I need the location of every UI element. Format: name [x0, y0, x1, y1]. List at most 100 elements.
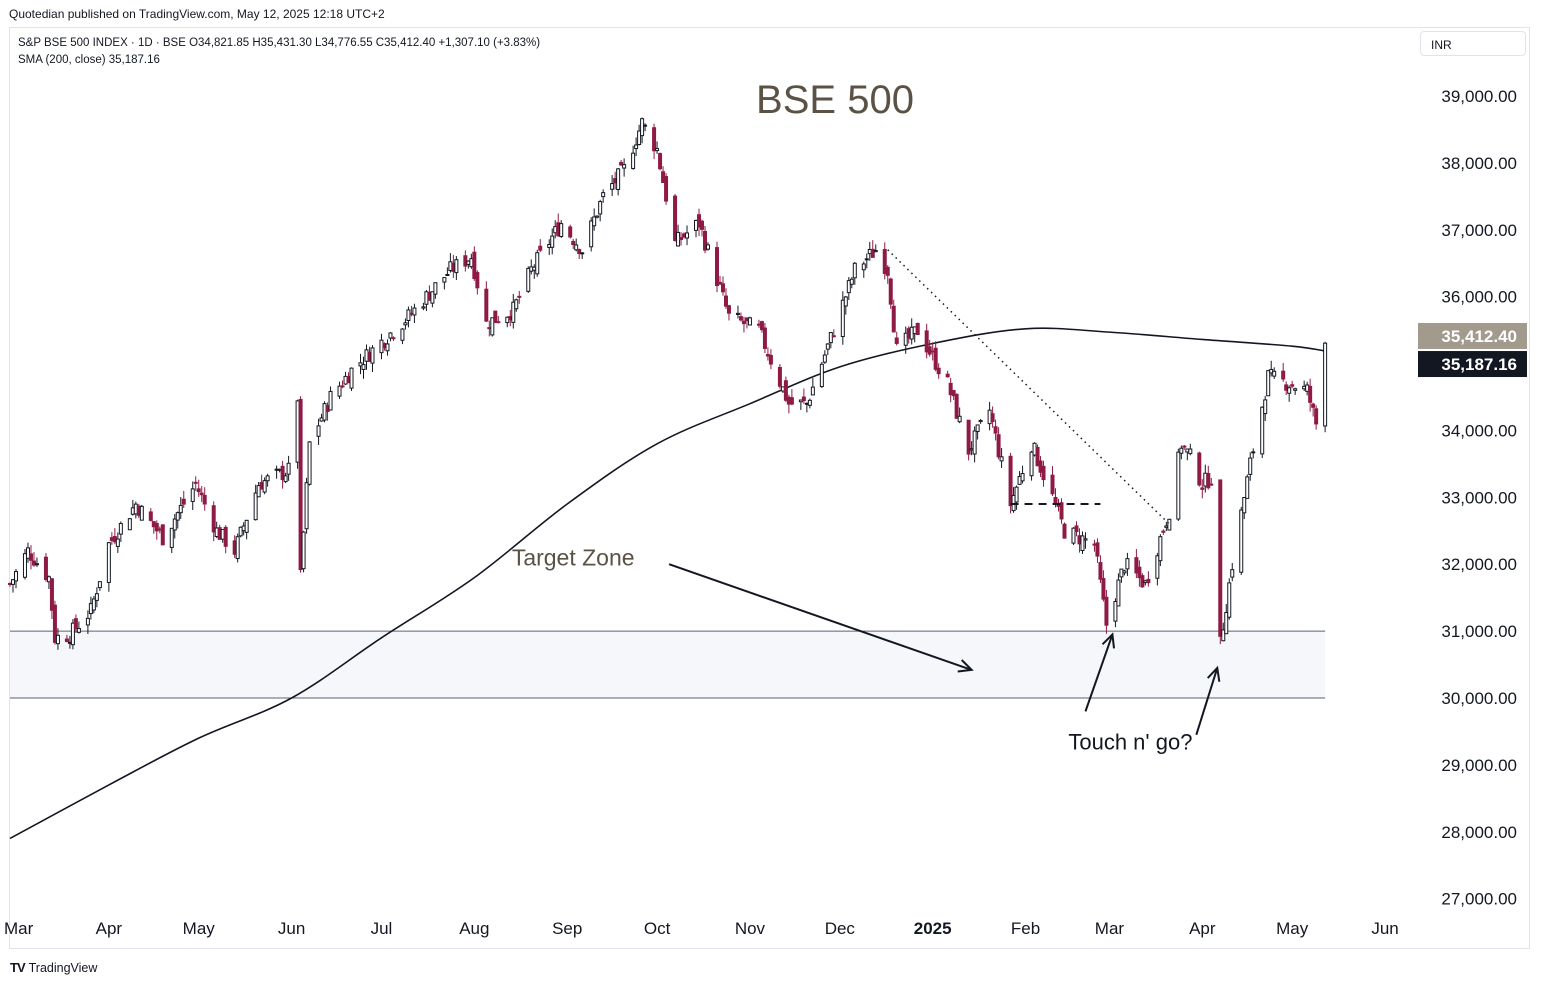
candle: [265, 473, 270, 487]
x-tick-label: Nov: [735, 919, 766, 938]
candle: [1074, 521, 1079, 537]
candle: [598, 199, 603, 222]
candle-body: [882, 249, 887, 275]
candle-body: [238, 526, 243, 537]
candle: [454, 256, 459, 281]
touch-arrow-2-head: [1206, 665, 1221, 682]
candle-body: [1083, 538, 1088, 541]
candle: [643, 123, 648, 132]
candle-body: [202, 494, 207, 505]
sma-indicator-line[interactable]: SMA (200, close) 35,187.16: [18, 54, 160, 66]
candle-body: [193, 481, 198, 484]
candle-body: [85, 617, 90, 626]
candle: [388, 332, 393, 342]
candle: [1323, 341, 1328, 433]
candle-body: [472, 251, 477, 280]
candle-body: [849, 278, 854, 285]
candle: [999, 448, 1004, 469]
candle-body: [825, 343, 830, 350]
candle: [340, 380, 345, 389]
candle-body: [1281, 370, 1286, 380]
candle-body: [885, 266, 890, 276]
candle: [637, 124, 642, 146]
candle-body: [580, 252, 585, 255]
candle: [223, 525, 228, 554]
candle-body: [118, 523, 123, 535]
candle: [1104, 590, 1109, 634]
candle-body: [1113, 601, 1118, 622]
candle-body: [975, 424, 980, 433]
candle: [610, 175, 615, 197]
candle: [13, 568, 18, 589]
candle: [1266, 369, 1271, 397]
candle-body: [951, 390, 956, 397]
y-tick-label: 32,000.00: [1441, 555, 1517, 574]
candle: [972, 426, 977, 463]
candle: [1290, 380, 1295, 389]
candle: [1209, 477, 1214, 486]
candle-body: [1116, 579, 1121, 607]
candlestick-layer: [8, 117, 1328, 650]
candle-body: [1101, 578, 1106, 600]
candle: [406, 306, 411, 328]
candle-body: [199, 492, 204, 496]
candle: [819, 361, 824, 388]
candle: [1281, 362, 1286, 382]
y-tick-label: 34,000.00: [1441, 421, 1517, 440]
candle-body: [852, 262, 857, 279]
candle: [891, 299, 896, 333]
candle-body: [475, 272, 480, 289]
candle: [843, 295, 848, 315]
chart-legend[interactable]: S&P BSE 500 INDEX · 1D · BSE O34,821.85 …: [18, 35, 540, 69]
tradingview-brand[interactable]: TV TradingView: [10, 960, 97, 975]
candle: [1239, 506, 1244, 576]
candle: [870, 240, 875, 258]
candle: [430, 291, 435, 308]
candle: [1146, 571, 1151, 587]
y-axis[interactable]: 27,000.00 28,000.00 29,000.00 30,000.00 31,0…: [1418, 87, 1527, 909]
symbol-ohlc-line[interactable]: S&P BSE 500 INDEX · 1D · BSE O34,821.85 …: [18, 37, 541, 49]
candle-body: [442, 277, 447, 283]
candle-body: [1266, 370, 1271, 397]
candle-body: [328, 391, 333, 411]
candle: [592, 208, 597, 231]
candle-body: [723, 295, 728, 307]
candle-body: [172, 518, 177, 531]
candle: [1122, 569, 1127, 576]
candle-body: [235, 536, 240, 560]
candle: [720, 276, 725, 296]
candle-body: [714, 247, 719, 287]
candle-body: [993, 426, 998, 434]
y-tick-label: 30,000.00: [1441, 689, 1517, 708]
candle-body: [91, 598, 96, 611]
candle-body: [996, 434, 1001, 458]
candle-body: [1167, 518, 1172, 531]
candle: [10, 578, 15, 593]
candle: [1248, 452, 1253, 481]
candle: [496, 315, 501, 324]
candle: [864, 253, 869, 269]
candle-body: [175, 512, 180, 521]
candle-body: [1209, 483, 1214, 486]
candle-body: [391, 337, 396, 340]
candle-body: [517, 295, 522, 298]
candle: [1080, 531, 1085, 554]
candle-body: [1011, 494, 1016, 512]
candle: [283, 472, 288, 484]
candle-body: [385, 343, 390, 352]
candle: [783, 376, 788, 402]
candle: [472, 246, 477, 281]
candle-body: [25, 547, 30, 559]
y-tick-label: 39,000.00: [1441, 87, 1517, 106]
x-axis[interactable]: Mar Apr May Jun Jul Aug Sep Oct Nov Dec 2025 Feb Mar…: [4, 919, 1399, 938]
candle-body: [511, 301, 516, 323]
candle-body: [22, 553, 27, 578]
candle-body: [807, 399, 812, 406]
candle: [717, 275, 722, 286]
candle: [178, 496, 183, 520]
candle-body: [298, 398, 303, 571]
currency-selector[interactable]: INR: [1420, 31, 1526, 56]
y-tick-label: 28,000.00: [1441, 823, 1517, 842]
candle-body: [873, 250, 878, 253]
